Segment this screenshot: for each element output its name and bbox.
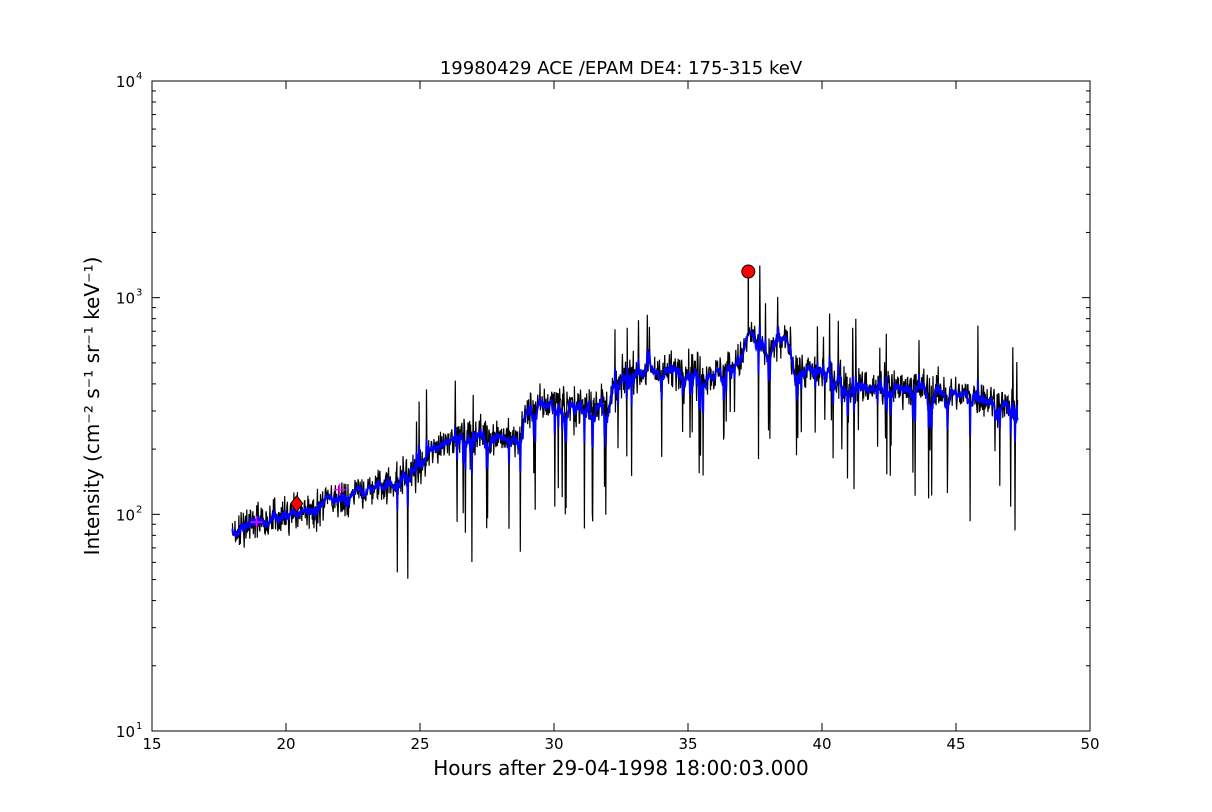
data-series (231, 265, 1019, 579)
raw-intensity-line (231, 265, 1019, 579)
x-axis-title: Hours after 29-04-1998 18:00:03.000 (433, 756, 809, 780)
x-tick-label: 25 (410, 735, 429, 753)
y-tick-label-exponent: 1 (136, 721, 142, 732)
plot-frame (151, 80, 1091, 732)
y-tick-label: 10 (116, 73, 135, 91)
chart-title: 19980429 ACE /EPAM DE4: 175-315 keV (440, 58, 803, 79)
x-tick-label: 15 (142, 735, 161, 753)
event-markers (250, 264, 756, 529)
y-tick-label-exponent: 4 (136, 71, 142, 82)
onset-diamond-marker (290, 494, 304, 513)
peak-circle-marker (741, 264, 756, 279)
y-tick-label: 10 (116, 290, 135, 308)
y-tick-label-exponent: 2 (136, 504, 142, 515)
smoothed-intensity-line (231, 325, 1019, 538)
cross-marker (333, 483, 346, 496)
cross-marker (250, 516, 263, 529)
x-tick-label: 30 (544, 735, 563, 753)
x-tick-label: 50 (1080, 735, 1099, 753)
x-tick-label: 20 (276, 735, 295, 753)
x-tick-labels: 15 20 25 30 35 40 45 50 (142, 735, 1099, 753)
x-tick-label: 45 (946, 735, 965, 753)
x-tick-label: 35 (678, 735, 697, 753)
y-axis-title: Intensity (cm⁻² s⁻¹ sr⁻¹ keV⁻¹) (80, 257, 104, 556)
y-tick-label-exponent: 3 (136, 288, 142, 299)
y-tick-label: 10 (116, 506, 135, 524)
y-tick-label: 10 (116, 723, 135, 741)
x-tick-label: 40 (812, 735, 831, 753)
axis-ticks (151, 80, 1091, 732)
